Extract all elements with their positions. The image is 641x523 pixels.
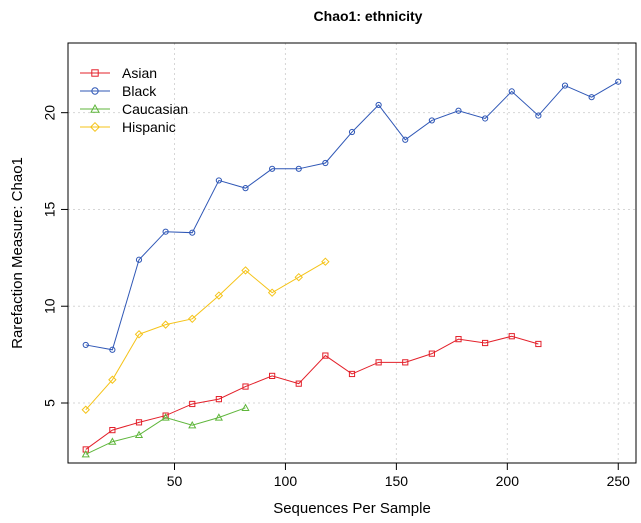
series-line-asian	[85, 335, 539, 450]
legend-label: Hispanic	[122, 119, 176, 135]
data-point-black	[535, 112, 542, 119]
series-black	[82, 78, 622, 353]
series-asian	[82, 333, 542, 453]
data-point-asian	[162, 412, 169, 419]
data-point-black	[375, 101, 382, 109]
data-point-hispanic	[134, 330, 144, 339]
data-point-black	[348, 128, 356, 136]
data-point-asian	[322, 352, 329, 359]
x-tick-label: 100	[274, 473, 298, 489]
data-point-caucasian	[188, 420, 197, 429]
series-line-black	[85, 81, 619, 351]
data-point-hispanic	[81, 405, 90, 414]
series-lines	[81, 78, 622, 458]
data-point-caucasian	[108, 437, 117, 445]
x-tick-label: 150	[385, 473, 409, 489]
data-point-asian	[508, 333, 515, 340]
y-axis-label: Rarefaction Measure: Chao1	[9, 157, 26, 349]
legend-label: Black	[122, 83, 157, 99]
series-caucasian	[81, 403, 250, 458]
data-point-hispanic	[108, 375, 117, 384]
data-point-asian	[348, 370, 356, 378]
data-point-caucasian	[241, 403, 250, 411]
data-point-black	[215, 177, 222, 184]
data-point-asian	[402, 359, 409, 366]
data-point-hispanic	[214, 291, 224, 300]
legend-item-asian: Asian	[80, 65, 157, 81]
data-point-caucasian	[214, 413, 223, 421]
data-point-black	[508, 88, 515, 95]
data-point-caucasian	[81, 450, 90, 458]
data-point-black	[135, 256, 143, 263]
data-point-black	[615, 78, 622, 85]
data-point-hispanic	[161, 320, 170, 329]
data-point-hispanic	[241, 266, 250, 275]
y-tick-label: 10	[42, 298, 58, 314]
x-tick-label: 200	[496, 473, 520, 489]
y-tick-label: 20	[42, 105, 58, 121]
data-point-asian	[455, 336, 462, 343]
data-point-black	[428, 117, 435, 124]
data-point-hispanic	[267, 288, 277, 297]
data-point-asian	[482, 339, 489, 347]
data-point-asian	[295, 380, 302, 387]
x-tick-label: 250	[607, 473, 631, 489]
legend-marker-black	[91, 87, 99, 95]
data-point-asian	[375, 359, 382, 366]
legend-marker-caucasian	[90, 103, 100, 113]
y-tick-label: 5	[42, 399, 58, 407]
data-point-black	[482, 115, 489, 122]
chart-title: Chao1: ethnicity	[314, 8, 423, 24]
legend-label: Caucasian	[122, 101, 188, 117]
legend-marker-hispanic	[89, 121, 101, 133]
legend-item-black: Black	[80, 83, 157, 99]
data-point-black	[295, 165, 302, 172]
data-point-black	[322, 159, 329, 167]
data-point-hispanic	[188, 314, 197, 324]
legend-item-caucasian: Caucasian	[80, 101, 188, 117]
plot-frame	[67, 42, 637, 464]
data-point-asian	[215, 396, 222, 403]
data-point-black	[242, 185, 249, 192]
data-point-asian	[135, 419, 143, 426]
data-point-hispanic	[321, 257, 330, 266]
data-point-caucasian	[134, 430, 144, 439]
legend: Asian Black Caucasian Hispanic	[80, 65, 188, 135]
legend-label: Asian	[122, 65, 157, 81]
data-point-asian	[428, 350, 435, 357]
data-point-black	[588, 94, 595, 101]
data-point-black	[455, 107, 462, 114]
data-point-black	[269, 165, 276, 172]
grid	[68, 43, 636, 463]
data-point-hispanic	[294, 272, 303, 282]
data-point-asian	[269, 372, 276, 380]
series-line-caucasian	[85, 407, 246, 455]
data-point-black	[561, 82, 569, 89]
data-point-black	[162, 228, 169, 235]
series-line-hispanic	[85, 261, 326, 411]
y-tick-label: 15	[42, 201, 58, 217]
legend-marker-asian	[91, 69, 99, 77]
data-point-caucasian	[161, 413, 170, 421]
data-point-black	[189, 229, 196, 236]
data-point-asian	[535, 340, 542, 348]
data-point-asian	[189, 400, 196, 408]
data-point-asian	[242, 383, 249, 390]
x-tick-label: 50	[167, 473, 183, 489]
data-point-black	[109, 346, 116, 353]
data-point-asian	[109, 426, 116, 434]
x-axis-label: Sequences Per Sample	[273, 500, 431, 517]
x-axis: 50 100 150 200 250	[167, 463, 630, 489]
data-point-black	[402, 136, 409, 143]
legend-item-hispanic: Hispanic	[80, 119, 176, 135]
series-hispanic	[81, 257, 330, 414]
data-point-black	[82, 341, 89, 349]
y-axis: 5 10 15 20	[42, 105, 68, 407]
